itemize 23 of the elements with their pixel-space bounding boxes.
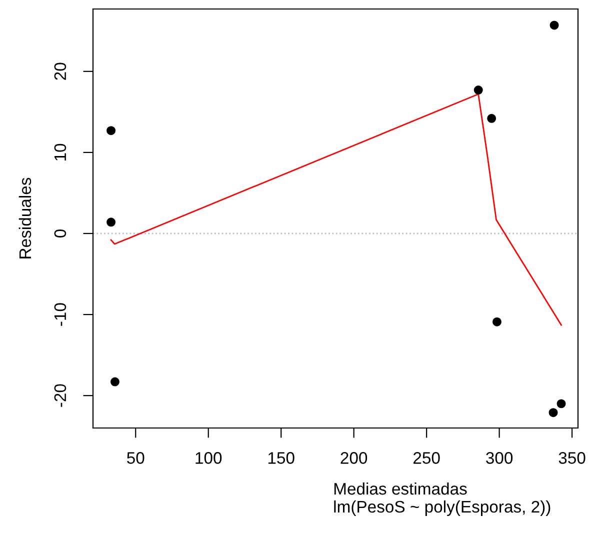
point: [106, 218, 116, 227]
x-tick-label: 100: [196, 452, 222, 464]
point: [106, 126, 116, 136]
point: [548, 408, 558, 418]
y-tick-label: -20: [54, 384, 66, 407]
x-tick-label: 50: [127, 452, 144, 464]
x-axis-title: Medias estimadas lm(PesoS ~ poly(Esporas, 2)): [334, 482, 550, 516]
point: [550, 20, 559, 30]
point: [487, 114, 496, 123]
x-tick-label: 150: [268, 452, 294, 464]
x-tick-label: 350: [558, 452, 586, 464]
x-tick-label: 300: [486, 452, 513, 464]
y-axis-title: Residuales: [18, 178, 32, 258]
x-tick-label: 200: [340, 452, 368, 464]
point: [474, 86, 483, 95]
y-tick-label: 0: [54, 230, 66, 238]
point: [110, 377, 120, 386]
point: [556, 399, 566, 408]
point: [492, 317, 502, 326]
y-tick-label: 10: [54, 144, 66, 160]
y-tick-label: -10: [54, 303, 66, 326]
x-tick-label: 250: [414, 452, 440, 464]
y-tick-label: 20: [54, 62, 66, 80]
